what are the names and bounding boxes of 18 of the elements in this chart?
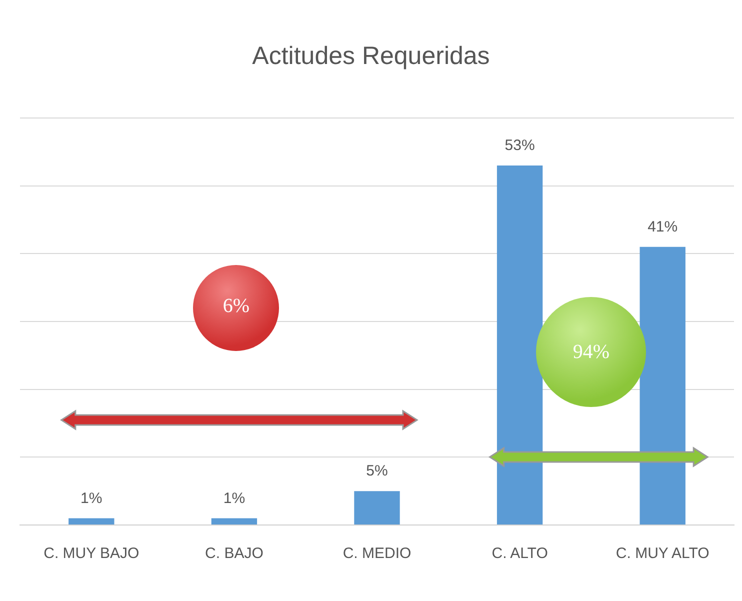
bar (68, 518, 114, 524)
data-label: 5% (366, 462, 388, 480)
data-label: 1% (80, 490, 102, 507)
bar (354, 491, 400, 524)
x-tick-label: C. MUY ALTO (616, 545, 710, 562)
bar (640, 246, 686, 524)
x-tick-label: C. BAJO (205, 545, 264, 562)
bar (496, 165, 543, 524)
x-tick-label: C. ALTO (492, 545, 548, 562)
data-label: 1% (223, 490, 246, 507)
bar (211, 518, 258, 524)
chart-title: Actitudes Requeridas (251, 42, 491, 71)
annotation: 6% (222, 294, 251, 318)
data-label: 53% (504, 137, 535, 154)
data-label: 41% (648, 218, 678, 236)
x-tick-label: C. MUY BAJO (44, 545, 140, 562)
annotation: 94% (572, 340, 611, 364)
x-tick-label: C. MEDIO (342, 545, 412, 562)
